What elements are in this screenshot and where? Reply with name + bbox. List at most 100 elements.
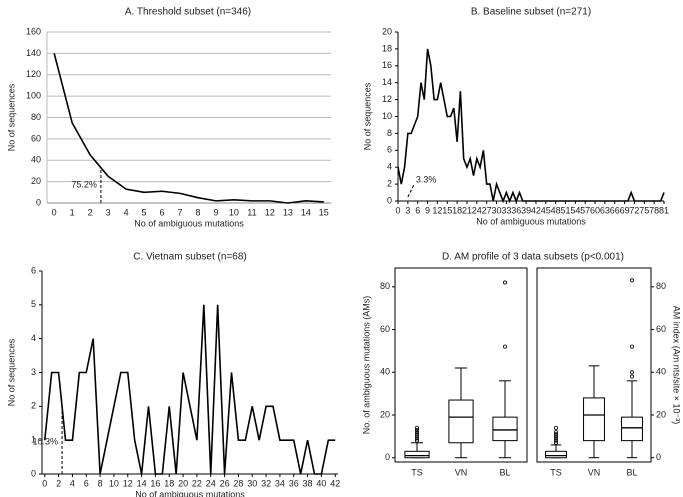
x-axis-label: No of ambiguous mutations — [135, 489, 245, 497]
y-tick-label: 4 — [31, 333, 36, 343]
x-tick-label: 36 — [511, 205, 521, 215]
outlier — [414, 434, 419, 439]
x-tick-label: 32 — [261, 478, 271, 488]
x-tick-label: 15 — [319, 207, 329, 217]
y-tick-label: 60 — [656, 324, 666, 334]
box — [545, 450, 567, 459]
outlier — [502, 344, 507, 349]
x-tick-label: 4 — [124, 207, 129, 217]
x-tick-label: 72 — [629, 205, 639, 215]
outlier — [630, 278, 635, 283]
x-tick-label: 69 — [620, 205, 630, 215]
x-tick-label: 11 — [247, 207, 256, 217]
x-tick-label: 7 — [178, 207, 183, 217]
y-tick-label: 4 — [387, 162, 392, 172]
x-tick-label: 6 — [160, 207, 165, 217]
box — [583, 397, 605, 442]
y-tick-label: 0 — [387, 195, 392, 205]
y-tick-label: 20 — [31, 176, 41, 186]
y-tick-label: 20 — [656, 409, 666, 419]
x-tick-label: 6 — [415, 205, 420, 215]
y-tick-label: 100 — [26, 91, 41, 101]
chart-title: D. AM profile of 3 data subsets (p<0.001… — [442, 252, 624, 263]
x-tick-label: 0 — [52, 207, 57, 217]
y-tick-label: 18 — [382, 43, 392, 53]
y-tick-label: 3 — [31, 367, 36, 377]
x-tick-label: 42 — [531, 205, 541, 215]
y-tick-label: 80 — [380, 281, 390, 291]
y-tick-label: 0 — [36, 197, 41, 207]
y-tick-label: 2 — [31, 401, 36, 411]
x-axis-label: No of ambiguous mutations — [134, 218, 244, 228]
box — [448, 399, 474, 444]
x-tick-label: 9 — [425, 205, 430, 215]
y-tick-label: 0 — [656, 452, 661, 462]
y-tick-label: 40 — [380, 367, 390, 377]
annotation-label: 10.3% — [33, 437, 59, 447]
x-tick-label: BL — [626, 467, 637, 477]
x-tick-label: 5 — [142, 207, 147, 217]
x-tick-label: 2 — [56, 478, 61, 488]
x-tick-label: 3 — [106, 207, 111, 217]
x-tick-label: 0 — [395, 205, 400, 215]
outlier — [414, 425, 419, 430]
y-tick-label: 80 — [656, 281, 666, 291]
x-tick-label: 40 — [316, 478, 326, 488]
outlier — [414, 430, 419, 435]
y-tick-label: 2 — [387, 178, 392, 188]
x-tick-label: 54 — [570, 205, 580, 215]
outlier — [554, 430, 559, 435]
y-tick-label: 6 — [387, 145, 392, 155]
x-tick-label: 18 — [452, 205, 462, 215]
x-tick-label: 18 — [164, 478, 174, 488]
x-tick-label: 22 — [192, 478, 202, 488]
y-tick-label: 20 — [382, 26, 392, 36]
y-tick-label: 1 — [31, 435, 36, 445]
x-tick-label: 10 — [109, 478, 119, 488]
x-tick-label: 30 — [247, 478, 257, 488]
x-tick-label: 38 — [303, 478, 313, 488]
y-tick-label: 14 — [382, 77, 392, 87]
outlier — [630, 344, 635, 349]
outlier — [414, 436, 419, 441]
y-tick-label: 80 — [31, 112, 41, 122]
x-tick-label: 78 — [649, 205, 659, 215]
outlier — [554, 434, 559, 439]
x-tick-label: 0 — [42, 478, 47, 488]
x-tick-label: 10 — [229, 207, 239, 217]
x-tick-label: 24 — [472, 205, 482, 215]
y-tick-label: 0 — [31, 468, 36, 478]
x-tick-label: 12 — [432, 205, 442, 215]
y-tick-label: 6 — [31, 265, 36, 275]
box — [492, 416, 518, 442]
x-tick-label: 45 — [541, 205, 551, 215]
outlier — [502, 280, 507, 285]
y-tick-label: 120 — [26, 69, 41, 79]
y-axis-label: No of sequences — [6, 338, 16, 406]
x-tick-label: 39 — [521, 205, 531, 215]
x-tick-label: 75 — [639, 205, 649, 215]
outlier — [414, 438, 419, 443]
x-tick-label: 12 — [265, 207, 275, 217]
y-tick-label: 5 — [31, 299, 36, 309]
x-tick-label: VN — [588, 467, 601, 477]
annotation-label: 3.3% — [416, 174, 437, 184]
x-tick-label: TS — [411, 467, 423, 477]
y-tick-label: 12 — [382, 94, 392, 104]
y-tick-label: 16 — [382, 60, 392, 70]
y-tick-label: 10 — [382, 111, 392, 121]
x-tick-label: 33 — [501, 205, 511, 215]
x-tick-label: 8 — [195, 207, 200, 217]
x-tick-label: 15 — [442, 205, 452, 215]
x-tick-label: 48 — [551, 205, 561, 215]
y-tick-label: 160 — [26, 26, 41, 36]
x-tick-label: 36 — [289, 478, 299, 488]
x-tick-label: 28 — [233, 478, 243, 488]
x-tick-label: 3 — [405, 205, 410, 215]
x-tick-label: 51 — [560, 205, 570, 215]
y-tick-label: 40 — [656, 367, 666, 377]
data-line — [43, 304, 336, 475]
y-tick-label: 60 — [380, 324, 390, 334]
x-tick-label: 24 — [206, 478, 216, 488]
